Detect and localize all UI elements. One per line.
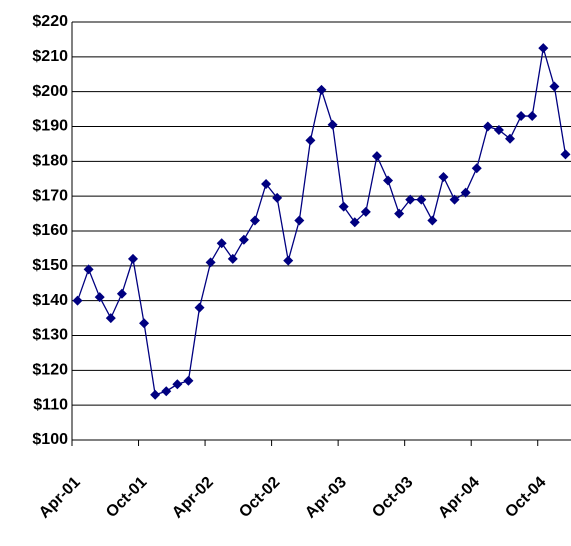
marker <box>416 194 427 205</box>
marker <box>527 111 538 122</box>
y-tick-label: $220 <box>32 13 68 30</box>
marker <box>261 178 272 189</box>
marker <box>549 81 560 92</box>
marker <box>505 133 516 144</box>
marker <box>471 163 482 174</box>
marker <box>194 302 205 313</box>
marker <box>560 149 571 160</box>
y-tick-label: $130 <box>32 327 68 344</box>
marker <box>116 288 127 299</box>
y-tick-label: $140 <box>32 292 68 309</box>
marker <box>227 253 238 264</box>
marker <box>460 187 471 198</box>
marker <box>72 295 83 306</box>
marker <box>538 43 549 54</box>
y-tick-label: $110 <box>33 396 68 413</box>
marker <box>283 255 294 266</box>
marker <box>405 194 416 205</box>
y-tick-label: $180 <box>32 153 68 170</box>
x-tick-label: Apr-02 <box>169 474 217 522</box>
marker <box>516 111 527 122</box>
marker <box>383 175 394 186</box>
marker <box>105 313 116 324</box>
y-tick-label: $210 <box>32 48 68 65</box>
marker <box>294 215 305 226</box>
marker <box>427 215 438 226</box>
y-tick-label: $200 <box>32 83 68 100</box>
y-tick-label: $170 <box>32 187 68 204</box>
y-tick-label: $190 <box>32 118 68 135</box>
marker <box>360 206 371 217</box>
y-tick-label: $120 <box>32 362 68 379</box>
marker <box>83 264 94 275</box>
marker <box>449 194 460 205</box>
marker <box>161 386 172 397</box>
marker <box>127 253 138 264</box>
marker <box>394 208 405 219</box>
marker <box>338 201 349 212</box>
x-tick-label: Apr-04 <box>435 474 483 522</box>
y-tick-label: $150 <box>32 257 68 274</box>
marker <box>316 84 327 95</box>
marker <box>349 217 360 228</box>
line <box>76 47 567 396</box>
marker <box>438 172 449 183</box>
marker <box>493 124 504 135</box>
marker <box>183 375 194 386</box>
y-tick-label: $100 <box>32 431 68 448</box>
marker <box>205 257 216 268</box>
x-tick-label: Oct-01 <box>103 474 150 521</box>
marker <box>150 389 161 400</box>
marker <box>482 121 493 132</box>
x-tick-label: Oct-02 <box>236 474 283 521</box>
marker <box>305 135 316 146</box>
marker <box>172 379 183 390</box>
marker <box>327 119 338 130</box>
marker <box>371 151 382 162</box>
marker <box>139 318 150 329</box>
y-tick-label: $160 <box>32 222 68 239</box>
x-tick-label: Apr-01 <box>36 474 84 522</box>
marker <box>238 234 249 245</box>
marker <box>249 215 260 226</box>
x-tick-label: Apr-03 <box>302 474 350 522</box>
marker <box>272 192 283 203</box>
x-tick-label: Oct-03 <box>369 474 416 521</box>
marker <box>94 292 105 303</box>
marker <box>216 238 227 249</box>
x-tick-label: Oct-04 <box>502 474 549 521</box>
